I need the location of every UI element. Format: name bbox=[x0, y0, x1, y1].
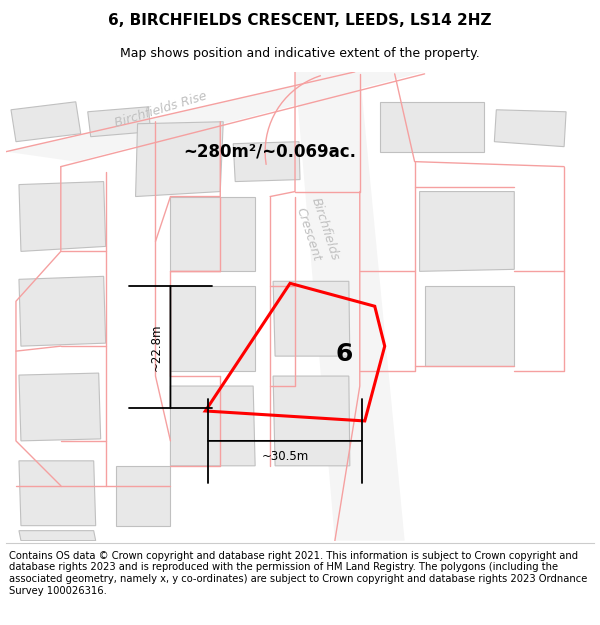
Polygon shape bbox=[494, 110, 566, 147]
Polygon shape bbox=[116, 466, 170, 526]
Text: ~30.5m: ~30.5m bbox=[262, 451, 308, 463]
Polygon shape bbox=[11, 102, 81, 142]
Polygon shape bbox=[19, 461, 95, 526]
Polygon shape bbox=[19, 276, 106, 346]
Polygon shape bbox=[380, 102, 484, 152]
Polygon shape bbox=[273, 376, 350, 466]
Text: ~280m²/~0.069ac.: ~280m²/~0.069ac. bbox=[184, 142, 356, 161]
Polygon shape bbox=[233, 142, 300, 182]
Polygon shape bbox=[6, 72, 425, 162]
Polygon shape bbox=[19, 182, 106, 251]
Polygon shape bbox=[136, 122, 223, 196]
Polygon shape bbox=[273, 281, 350, 356]
Polygon shape bbox=[419, 191, 514, 271]
Polygon shape bbox=[295, 72, 404, 541]
Polygon shape bbox=[19, 531, 95, 541]
Polygon shape bbox=[19, 373, 101, 441]
Polygon shape bbox=[170, 196, 255, 271]
Text: 6, BIRCHFIELDS CRESCENT, LEEDS, LS14 2HZ: 6, BIRCHFIELDS CRESCENT, LEEDS, LS14 2HZ bbox=[108, 12, 492, 28]
Text: Map shows position and indicative extent of the property.: Map shows position and indicative extent… bbox=[120, 48, 480, 61]
Text: Birchfields
Crescent: Birchfields Crescent bbox=[293, 196, 341, 268]
Polygon shape bbox=[88, 107, 151, 137]
Text: 6: 6 bbox=[335, 341, 353, 366]
Polygon shape bbox=[170, 386, 255, 466]
Text: ~22.8m: ~22.8m bbox=[150, 323, 163, 371]
Text: Birchfields Rise: Birchfields Rise bbox=[113, 89, 208, 130]
Polygon shape bbox=[425, 286, 514, 366]
Polygon shape bbox=[170, 286, 255, 371]
Text: Contains OS data © Crown copyright and database right 2021. This information is : Contains OS data © Crown copyright and d… bbox=[9, 551, 587, 596]
